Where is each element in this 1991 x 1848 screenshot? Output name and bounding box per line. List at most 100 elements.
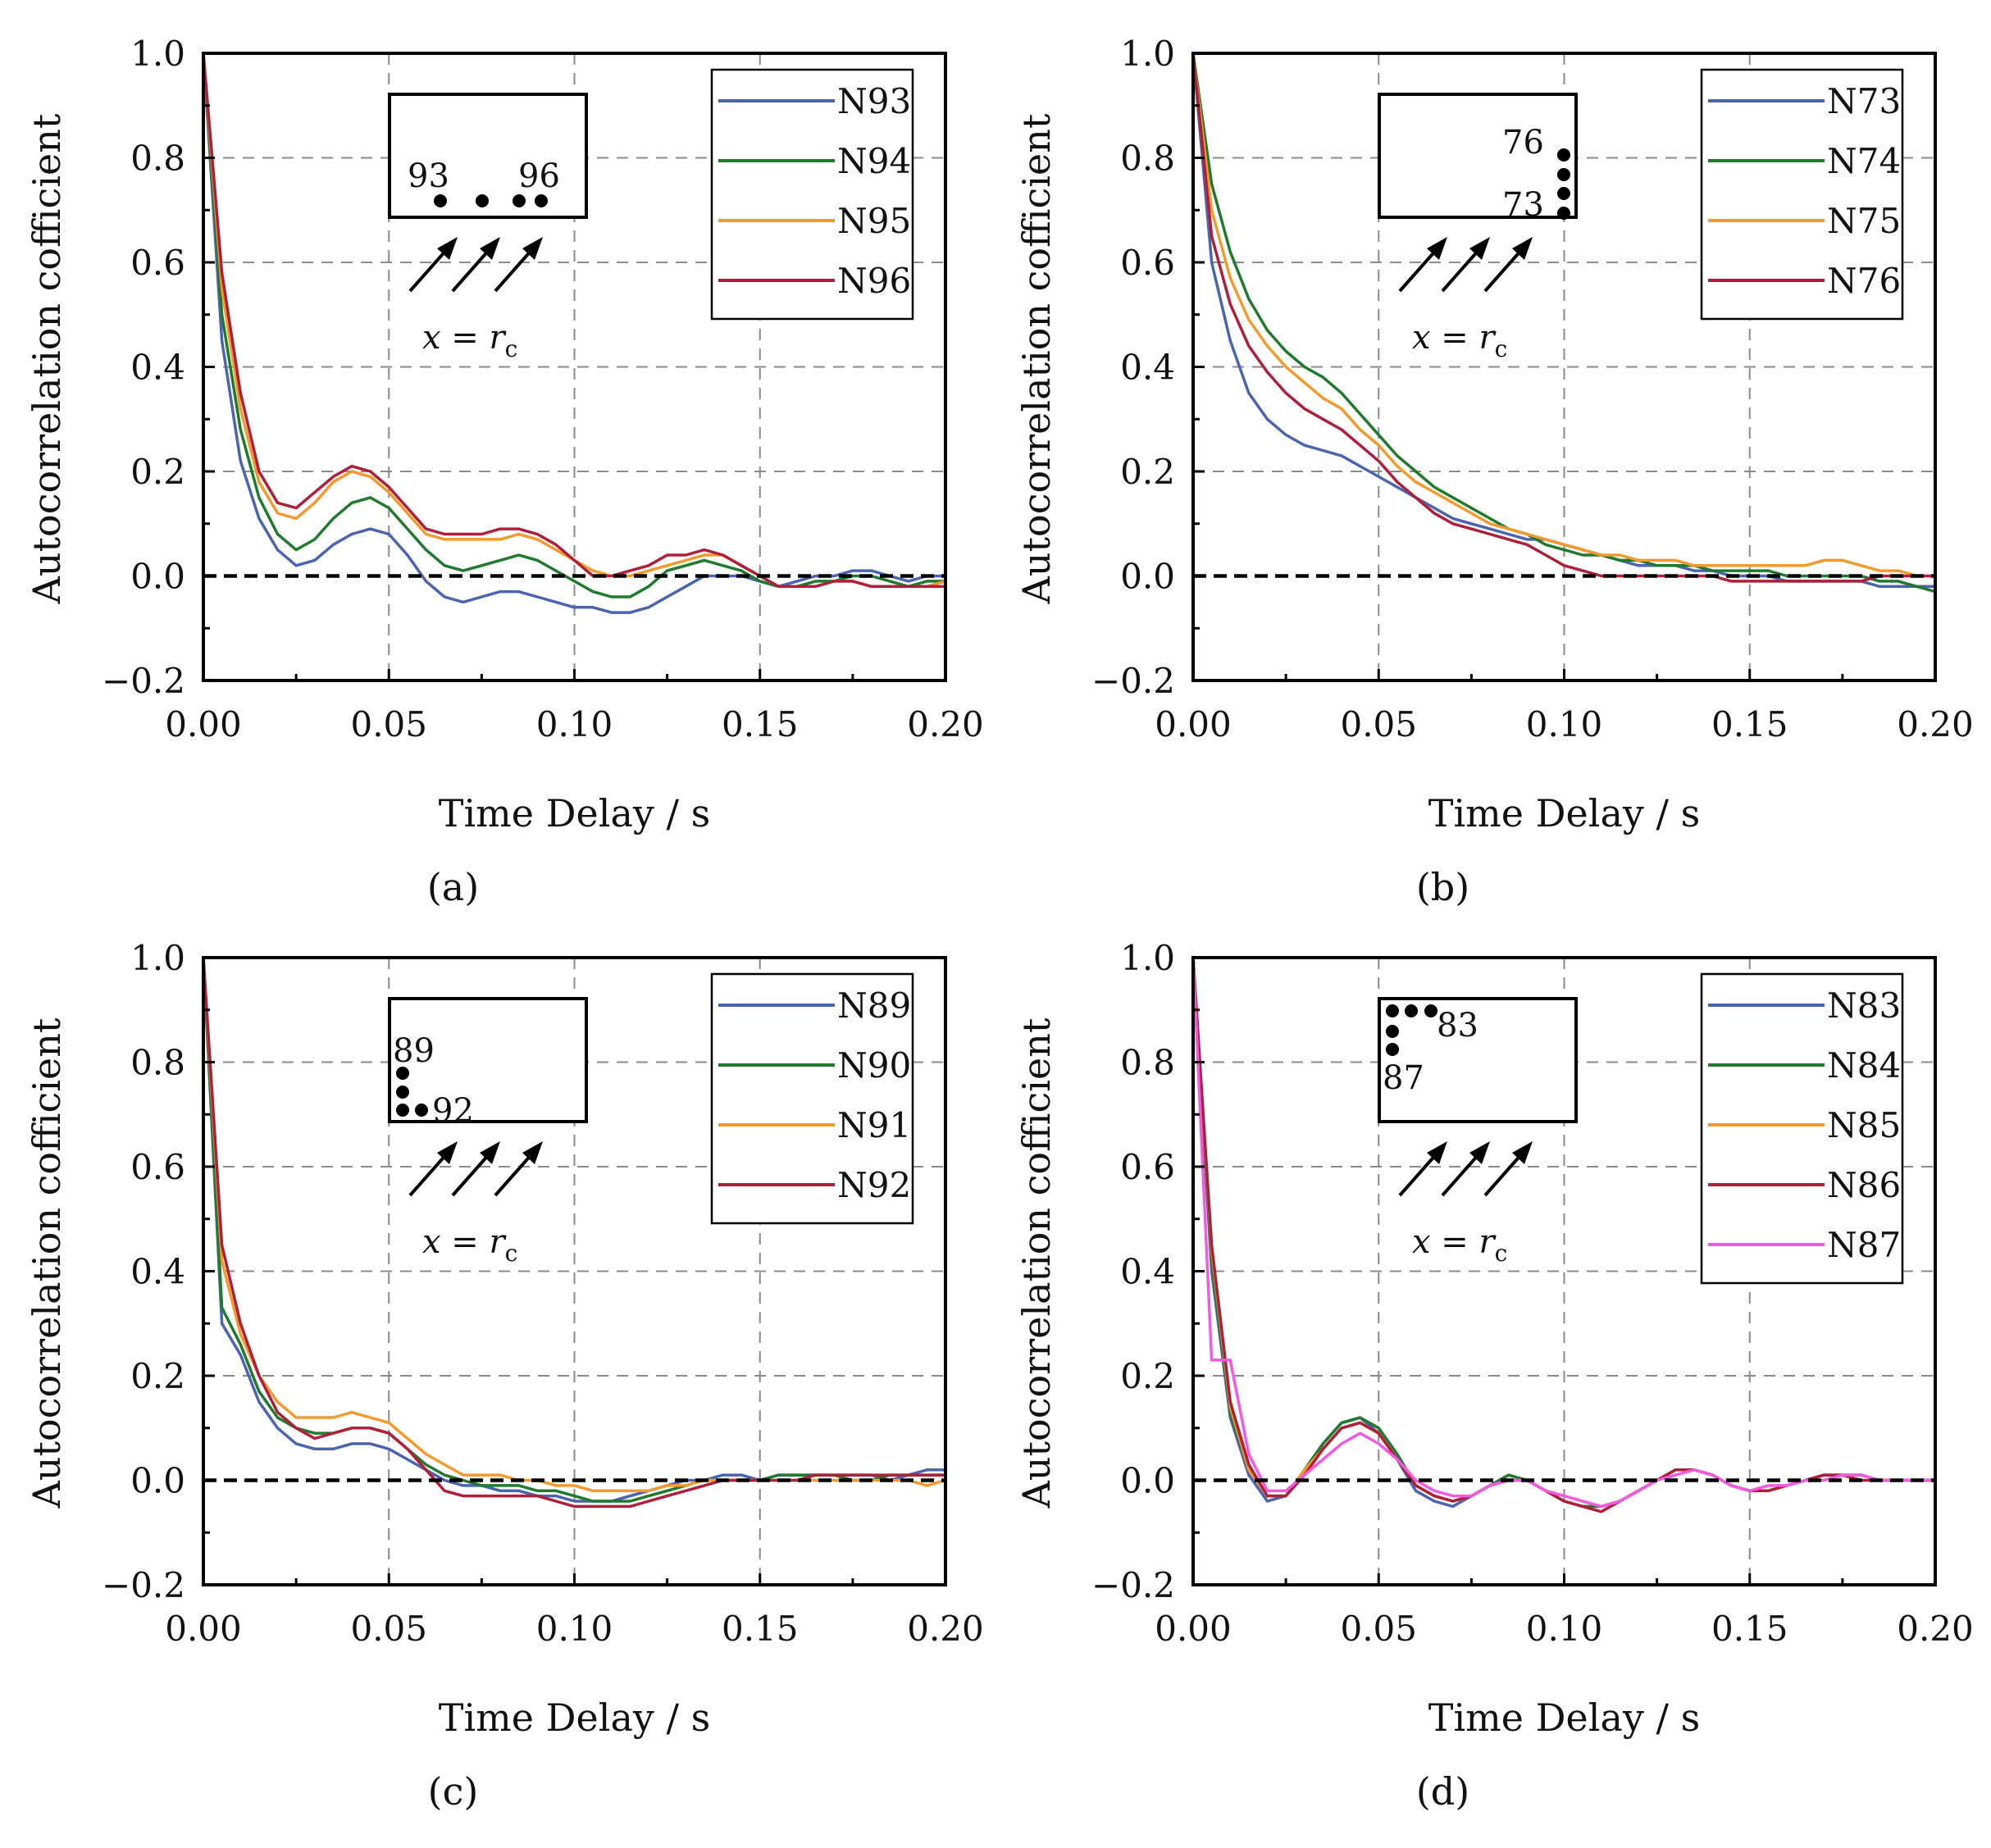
inset-label-last: 92 xyxy=(432,1092,474,1130)
x-tick-label: 0.10 xyxy=(1526,1609,1603,1649)
y-tick-label: 0.8 xyxy=(130,139,185,179)
y-tick-label: −0.2 xyxy=(102,1565,185,1605)
legend-label-n87: N87 xyxy=(1827,1225,1901,1265)
inset-label-first: 76 xyxy=(1502,124,1544,162)
probe-dot xyxy=(535,194,548,207)
probe-dot xyxy=(476,194,489,207)
series-line-n94 xyxy=(202,52,945,599)
formula-sub: c xyxy=(1495,1240,1508,1267)
chart-panel-a: 0.00 0.05 0.10 0.15 0.20 −0.2 0.0 0.2 0.4 0.6 0.8 1… xyxy=(25,34,984,909)
x-axis-title: Time Delay / s xyxy=(439,1696,710,1740)
x-tick-label: 0.05 xyxy=(350,1609,427,1649)
formula-r: r xyxy=(490,1223,508,1261)
y-tick-label: 0.4 xyxy=(1120,348,1175,388)
x-tick-label: 0.10 xyxy=(536,1609,613,1649)
y-tick-label: −0.2 xyxy=(1091,661,1175,701)
flow-arrow-shaft xyxy=(1398,1151,1439,1197)
legend-label-n93: N93 xyxy=(837,81,911,121)
flow-arrow-head xyxy=(1469,1141,1490,1164)
chart-panel-b: 0.00 0.05 0.10 0.15 0.20 −0.2 0.0 0.2 0.4 0.6 0.8 1… xyxy=(1014,34,1974,909)
series-line-n76 xyxy=(1191,52,1935,583)
legend-label-n86: N86 xyxy=(1827,1165,1901,1205)
legend-label-n94: N94 xyxy=(837,141,911,181)
y-tick-label: −0.2 xyxy=(102,661,185,701)
inset-label-last: 73 xyxy=(1502,186,1544,224)
probe-dot xyxy=(1557,207,1570,220)
legend-label-n96: N96 xyxy=(837,261,911,301)
flow-arrow-shaft xyxy=(1483,247,1524,293)
flow-arrow-shaft xyxy=(1441,247,1482,293)
y-tick-label: 0.2 xyxy=(1120,1356,1175,1396)
legend-label-n73: N73 xyxy=(1827,81,1901,121)
flow-arrow-head xyxy=(480,1141,500,1164)
inset-schematic: 76 73 x = rc xyxy=(1378,93,1578,362)
legend-label-n76: N76 xyxy=(1827,261,1901,301)
probe-dot xyxy=(513,194,526,207)
flow-arrow-head xyxy=(1512,237,1533,260)
probe-dot xyxy=(415,1104,428,1117)
series-line-n75 xyxy=(1191,52,1935,578)
inset-schematic: 93 96 x = rc xyxy=(388,93,588,362)
probe-dot xyxy=(1405,1004,1418,1017)
inset-box xyxy=(388,93,588,219)
flow-arrow-shaft xyxy=(494,1151,535,1197)
inset-label-first: 93 xyxy=(408,157,449,195)
flow-arrow-shaft xyxy=(1441,1151,1482,1197)
x-tick-label: 0.05 xyxy=(350,704,427,744)
legend-label-n95: N95 xyxy=(837,201,911,241)
inset-label-first: 89 xyxy=(393,1032,435,1070)
flow-arrow-head xyxy=(480,237,500,260)
y-tick-label: 0.2 xyxy=(130,452,185,492)
y-tick-label: 1.0 xyxy=(130,938,185,978)
flow-arrow-shaft xyxy=(451,247,492,293)
y-tick-label: 0.0 xyxy=(130,557,185,597)
inset-box xyxy=(1378,93,1578,219)
legend: N93 N94 N95 N96 xyxy=(710,68,914,321)
legend-box xyxy=(710,972,914,1225)
legend-label-n90: N90 xyxy=(837,1045,911,1086)
y-tick-label: −0.2 xyxy=(1091,1565,1175,1605)
y-tick-label: 1.0 xyxy=(1120,34,1175,74)
y-tick-label: 0.8 xyxy=(1120,1043,1175,1083)
probe-dot xyxy=(1557,148,1570,162)
y-tick-label: 0.8 xyxy=(1120,139,1175,179)
y-tick-label: 0.2 xyxy=(130,1356,185,1396)
formula-sub: c xyxy=(505,335,518,362)
legend: N83 N84 N85 N86 N87 xyxy=(1700,972,1904,1285)
formula-r: r xyxy=(1479,1223,1497,1261)
formula-eq: = xyxy=(441,319,490,357)
formula-r: r xyxy=(1479,319,1497,357)
probe-dot xyxy=(1386,1043,1399,1056)
y-tick-label: 0.4 xyxy=(130,348,185,388)
panel-label: (c) xyxy=(428,1769,479,1814)
inset-formula: x = rc xyxy=(422,319,517,362)
legend-label-n83: N83 xyxy=(1827,985,1901,1026)
legend-label-n89: N89 xyxy=(837,985,911,1026)
probe-dot xyxy=(1386,1025,1399,1038)
y-axis-title: Autocorrelation cofficient xyxy=(25,1017,69,1509)
y-axis-title: Autocorrelation cofficient xyxy=(1014,113,1059,604)
x-tick-label: 0.20 xyxy=(907,704,984,744)
x-tick-label: 0.00 xyxy=(165,704,242,744)
flow-arrow-head xyxy=(437,237,458,260)
inset-schematic: 89 92 x = rc xyxy=(388,997,588,1267)
flow-arrow-head xyxy=(1512,1141,1533,1164)
formula-var: x xyxy=(1412,1223,1431,1261)
flow-arrow-shaft xyxy=(1483,1151,1524,1197)
flow-arrow-shaft xyxy=(451,1151,492,1197)
y-tick-label: 0.4 xyxy=(130,1252,185,1292)
x-tick-label: 0.15 xyxy=(722,704,799,744)
probe-dot xyxy=(434,194,447,207)
legend-label-n85: N85 xyxy=(1827,1105,1901,1145)
flow-arrow-head xyxy=(1427,237,1447,260)
formula-sub: c xyxy=(1495,335,1508,362)
x-tick-label: 0.05 xyxy=(1340,1609,1417,1649)
x-tick-label: 0.00 xyxy=(1155,1609,1232,1649)
inset-formula: x = rc xyxy=(1412,1223,1507,1267)
y-tick-label: 0.6 xyxy=(1120,1147,1175,1187)
legend-label-n91: N91 xyxy=(837,1105,911,1145)
x-tick-label: 0.20 xyxy=(907,1609,984,1649)
probe-dot xyxy=(396,1086,409,1099)
x-tick-label: 0.05 xyxy=(1340,704,1417,744)
formula-var: x xyxy=(1412,319,1431,357)
